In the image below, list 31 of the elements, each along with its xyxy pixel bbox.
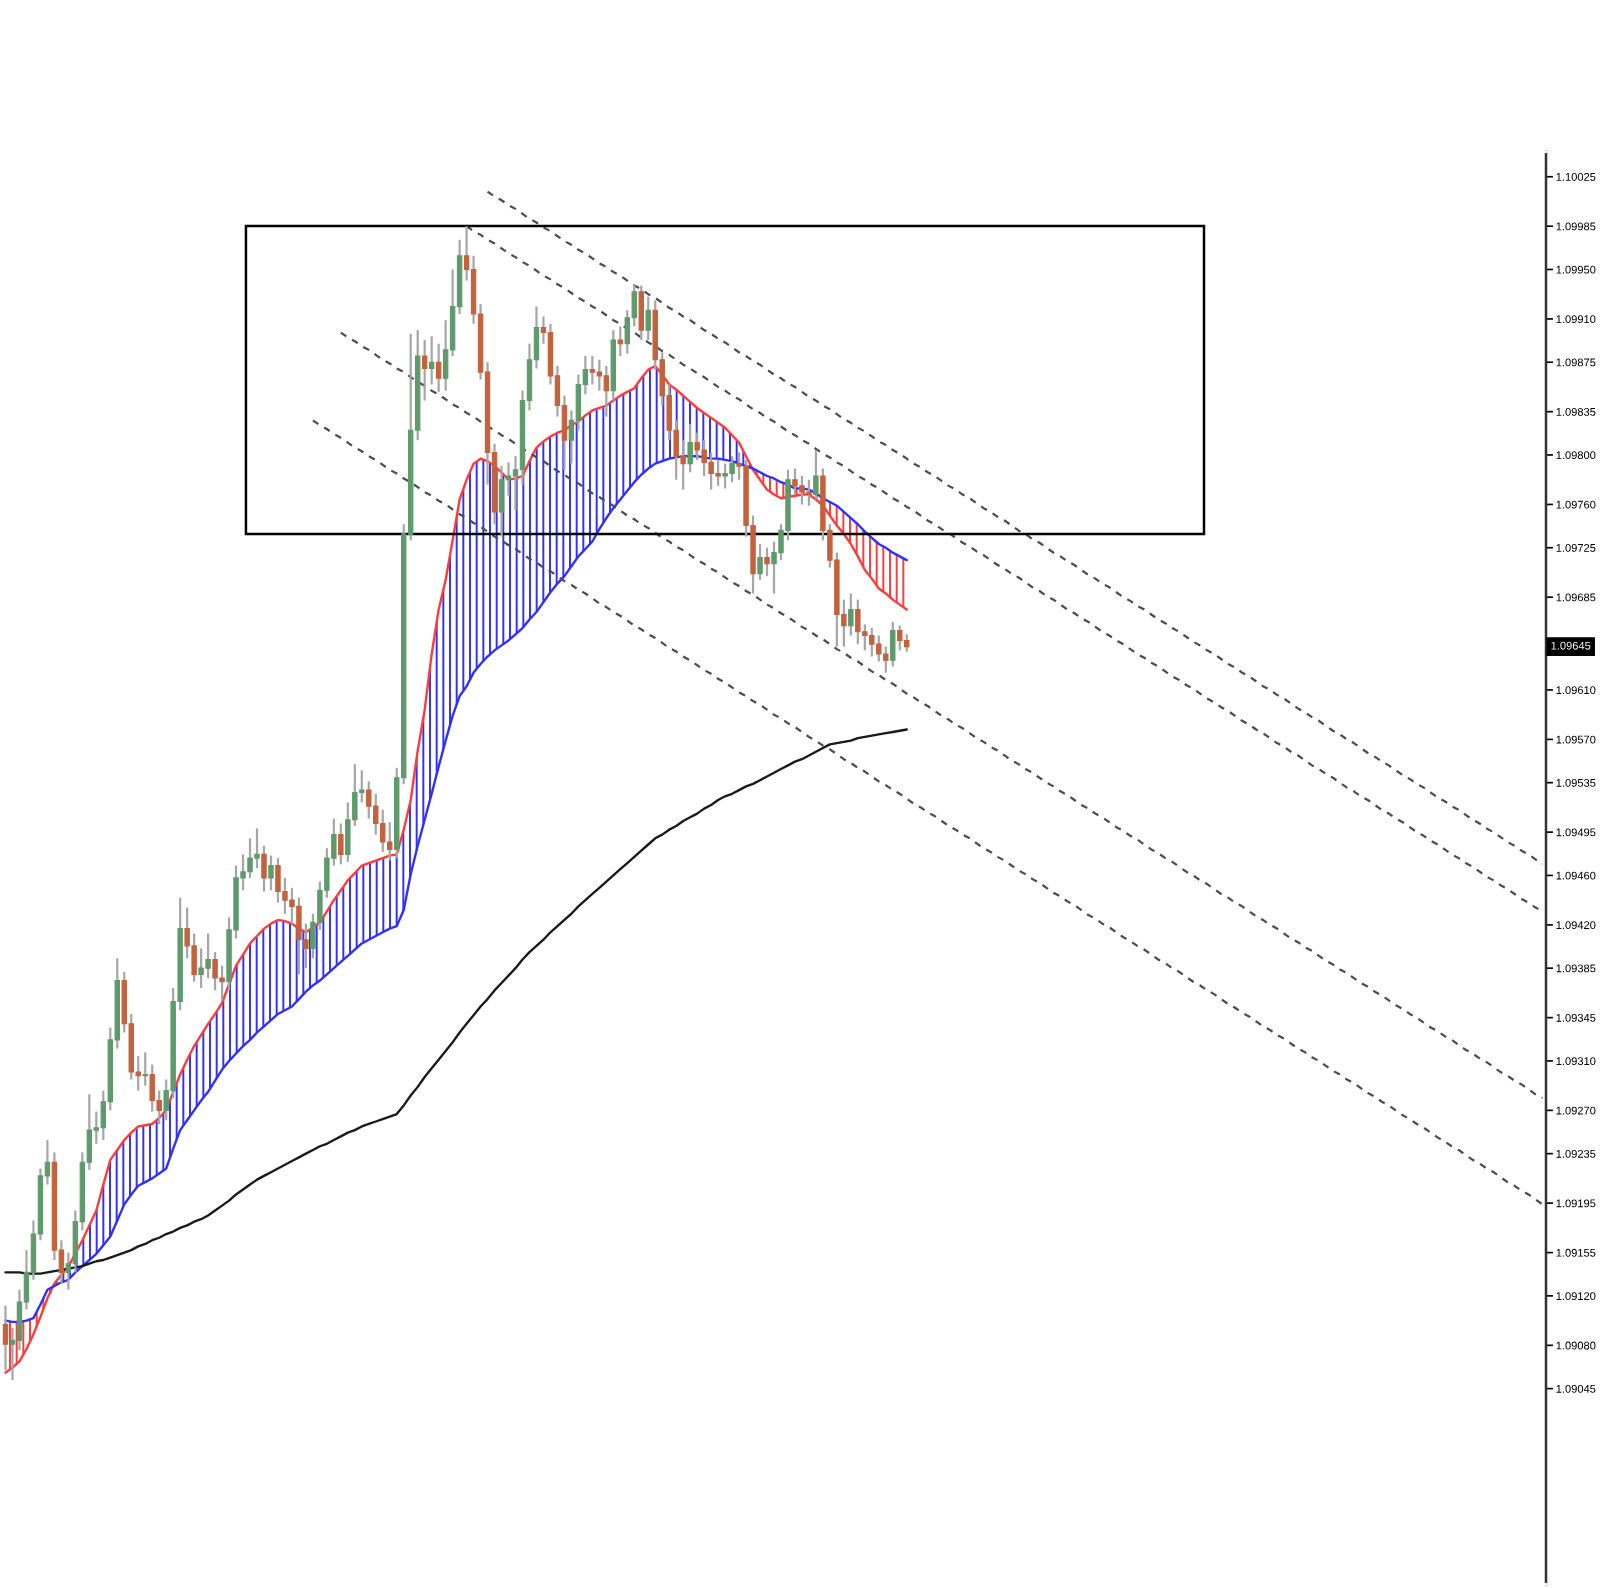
candlestick xyxy=(757,542,763,581)
candlestick xyxy=(205,932,211,980)
candlestick xyxy=(729,455,735,484)
candlestick xyxy=(498,464,505,538)
candlestick xyxy=(421,338,428,402)
candlestick xyxy=(603,364,610,418)
candlestick xyxy=(428,335,435,386)
candlestick xyxy=(722,462,728,490)
candlestick xyxy=(638,284,644,342)
candlestick xyxy=(617,325,624,358)
candlestick xyxy=(806,478,812,507)
candlestick xyxy=(890,620,896,668)
line-series xyxy=(339,331,1544,1100)
candlestick xyxy=(813,448,819,501)
candlestick xyxy=(338,822,344,866)
candlestick xyxy=(799,474,805,506)
line-series xyxy=(311,419,1544,1206)
candlestick xyxy=(268,854,274,892)
candlestick xyxy=(296,896,302,976)
candlestick xyxy=(254,827,260,870)
candlestick xyxy=(792,467,798,496)
candlestick xyxy=(897,624,903,652)
candlestick xyxy=(589,354,596,386)
candlestick xyxy=(142,1051,148,1087)
candlestick xyxy=(715,458,721,487)
candlestick xyxy=(435,342,442,394)
candlestick xyxy=(869,626,875,658)
candlestick xyxy=(2,1304,9,1372)
candlestick xyxy=(764,546,770,578)
candlestick xyxy=(645,295,651,342)
candlestick xyxy=(855,598,861,646)
